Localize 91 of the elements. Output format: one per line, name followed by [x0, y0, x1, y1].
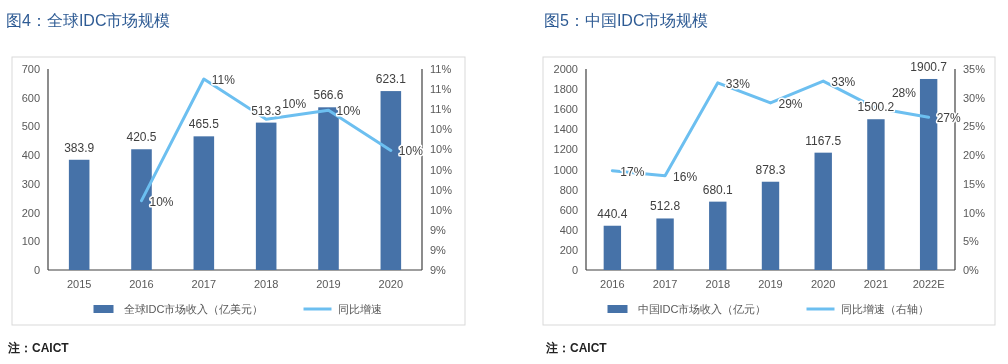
x-tick-label: 2016 [129, 278, 154, 290]
chart-title: 图5：中国IDC市场规模 [544, 12, 709, 29]
y2-tick-label: 0% [963, 264, 980, 276]
y2-tick-label: 11% [430, 63, 452, 75]
x-tick-label: 2020 [378, 278, 404, 290]
x-tick-label: 2017 [191, 278, 217, 290]
data-label: 33% [725, 76, 751, 91]
data-label: 10% [282, 97, 307, 112]
data-label: 513.3 [251, 103, 282, 118]
y2-tick-label: 20% [963, 149, 986, 162]
y2-tick-label: 11% [430, 83, 452, 96]
x-tick-label: 2019 [758, 278, 783, 290]
bar [318, 107, 339, 270]
y-tick-label: 2000 [553, 63, 578, 75]
data-label: 440.4 [597, 206, 628, 221]
y-tick-label: 1200 [553, 143, 578, 156]
y2-tick-label: 35% [963, 63, 986, 75]
y2-tick-label: 9% [430, 243, 447, 256]
data-label: 512.8 [650, 199, 681, 214]
bar [131, 149, 152, 270]
y2-tick-label: 10% [430, 163, 453, 176]
y2-tick-label: 10% [430, 183, 453, 196]
x-tick-label: 2015 [66, 278, 92, 290]
y-tick-label: 600 [559, 203, 578, 216]
bar [603, 225, 622, 270]
y-tick-label: 800 [559, 183, 578, 196]
x-tick-label: 2022E [912, 278, 945, 290]
bar [919, 78, 938, 270]
data-label: 623.1 [375, 72, 407, 87]
y-tick-label: 700 [21, 63, 40, 75]
y2-tick-label: 10% [963, 206, 986, 219]
x-tick-label: 2018 [705, 278, 731, 290]
y-tick-label: 300 [21, 177, 40, 190]
y-tick-label: 400 [559, 223, 578, 236]
y-tick-label: 200 [21, 206, 40, 219]
x-tick-label: 2017 [652, 278, 678, 290]
data-label: 16% [673, 169, 698, 184]
data-label: 17% [620, 164, 645, 179]
y-tick-label: 500 [21, 120, 40, 133]
bar [193, 136, 215, 270]
y-tick-label: 600 [21, 91, 40, 104]
legend-label: 同比增速（右轴） [840, 303, 929, 315]
y-tick-label: 1600 [553, 103, 578, 116]
data-label: 1900.7 [910, 59, 948, 74]
bar [656, 218, 674, 270]
x-tick-label: 2018 [253, 278, 279, 290]
data-label: 680.1 [702, 182, 734, 197]
bar [867, 119, 885, 270]
legend-label: 中国IDC市场收入（亿元） [637, 303, 767, 315]
y2-tick-label: 30% [963, 91, 986, 104]
y2-tick-label: 25% [963, 120, 986, 133]
y-tick-label: 1800 [553, 83, 578, 96]
text: 注：CAICT [7, 341, 70, 355]
y2-tick-label: 15% [963, 177, 986, 190]
data-label: 1167.5 [805, 133, 842, 148]
bar [255, 122, 277, 270]
y-tick-label: 400 [21, 149, 40, 162]
data-label: 33% [831, 75, 856, 90]
x-tick-label: 2016 [600, 278, 625, 290]
bar [68, 159, 90, 270]
bar [761, 181, 780, 270]
y2-tick-label: 10% [430, 123, 453, 136]
bar [814, 152, 832, 270]
data-label: 566.6 [313, 88, 344, 103]
y2-tick-label: 10% [430, 143, 453, 156]
data-label: 383.9 [64, 140, 95, 155]
data-label: 878.3 [755, 162, 786, 177]
text: 注：CAICT [545, 341, 608, 355]
y-tick-label: 0 [33, 264, 40, 276]
y2-tick-label: 9% [430, 264, 447, 276]
y2-tick-label: 11% [430, 103, 452, 116]
data-label: 420.5 [126, 130, 157, 145]
y2-tick-label: 5% [963, 235, 980, 248]
data-label: 29% [778, 96, 803, 111]
chart-title: 图4：全球IDC市场规模 [6, 12, 171, 29]
data-label: 28% [891, 86, 917, 101]
y-tick-label: 1400 [553, 123, 578, 136]
data-label: 465.5 [188, 117, 220, 132]
data-label: 11% [211, 73, 236, 88]
x-tick-label: 2021 [863, 278, 889, 290]
legend-label: 全球IDC市场收入（亿美元） [123, 303, 264, 315]
legend-label: 同比增速 [337, 303, 382, 315]
x-tick-label: 2020 [810, 278, 836, 290]
bar [709, 201, 727, 270]
y-tick-label: 0 [571, 264, 578, 276]
y-tick-label: 100 [21, 235, 40, 248]
y-tick-label: 200 [559, 243, 578, 256]
y2-tick-label: 10% [430, 203, 453, 216]
x-tick-label: 2019 [316, 278, 341, 290]
y2-tick-label: 9% [430, 223, 447, 236]
y-tick-label: 1000 [553, 163, 578, 176]
